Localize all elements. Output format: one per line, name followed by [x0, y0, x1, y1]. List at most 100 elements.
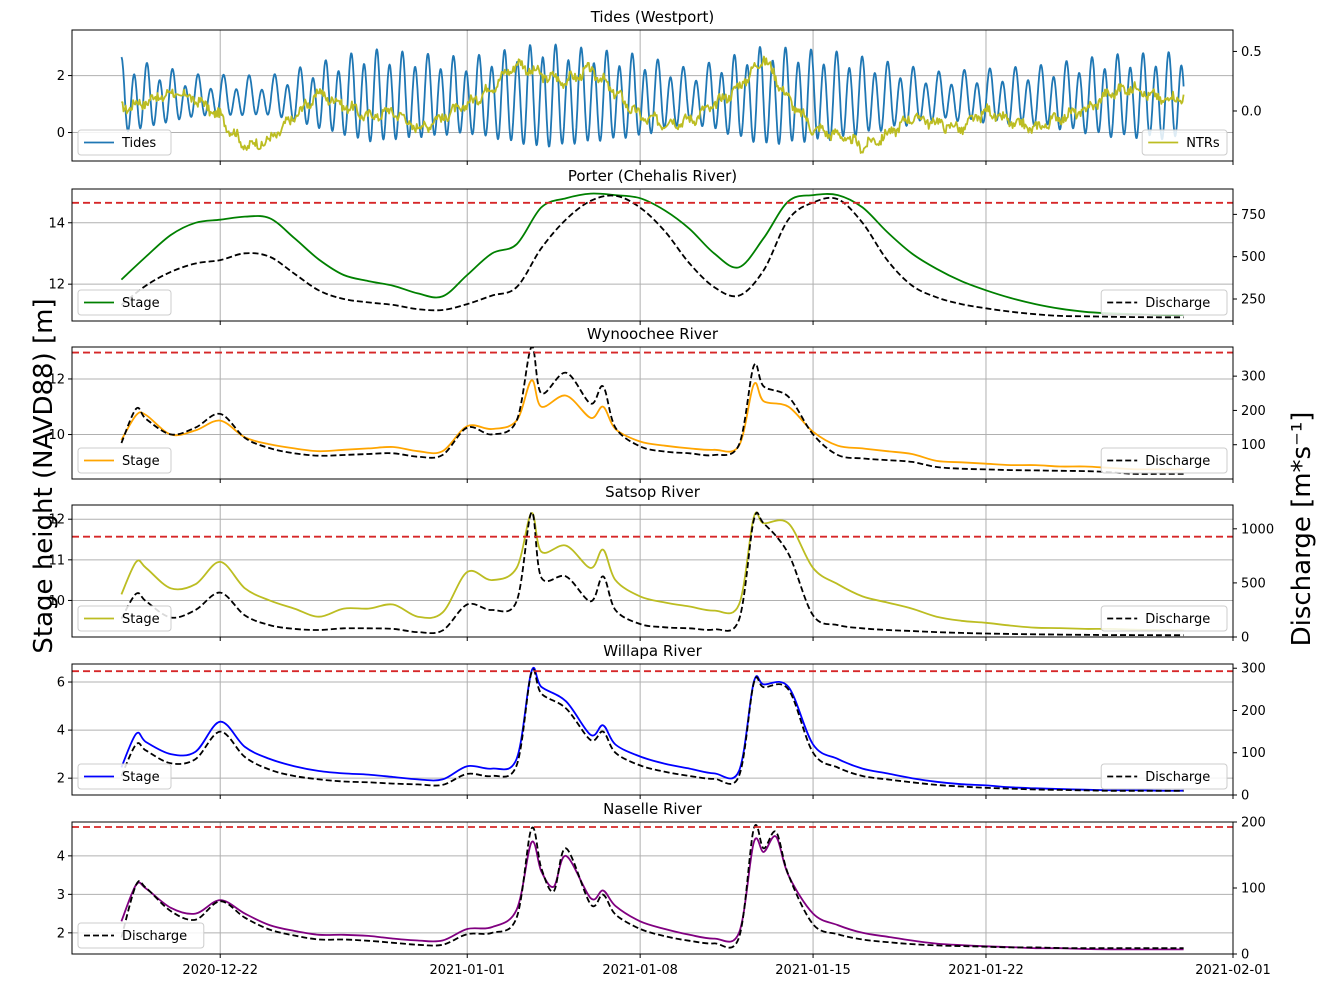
y-left-tick-label: 2	[57, 69, 65, 84]
legend-box	[1100, 447, 1228, 474]
y-left-tick-label: 10	[48, 428, 65, 443]
legend-label: Discharge	[1145, 770, 1210, 785]
series-line-stage	[120, 666, 1184, 792]
legend-box	[1141, 129, 1228, 156]
series-group	[72, 192, 1233, 319]
y-left-tick-label: 4	[57, 849, 65, 864]
y-right-tick-label: 100	[1241, 438, 1266, 453]
panel-title: Naselle River	[603, 800, 702, 818]
y-right-tick-label: 200	[1241, 404, 1266, 419]
panel-tides-westport: 0 2 0.0 0.5 Tides (Westport) Tides NTRs	[57, 8, 1262, 165]
legend-discharge: Discharge	[77, 922, 205, 949]
plot-area	[72, 822, 1233, 954]
legend-label: Stage	[122, 296, 160, 311]
legend-label: Discharge	[1145, 454, 1210, 469]
plot-frame	[71, 29, 1234, 162]
plot-area	[72, 664, 1233, 795]
y-right-tick-label: 100	[1241, 746, 1266, 761]
series-line-stage	[120, 379, 1184, 471]
legend-discharge: Discharge	[1100, 605, 1228, 632]
series-line-discharge	[120, 668, 1184, 792]
x-tick-label: 2020-12-22	[182, 963, 258, 978]
legend-label: Stage	[122, 612, 160, 627]
legend-label: NTRs	[1186, 136, 1220, 151]
plot-frame	[71, 821, 1234, 955]
panel-porter-chehalis-river: 12 14 250 500 750 Porter (Chehalis River) Stag…	[48, 167, 1266, 325]
y-right-tick-label: 200	[1241, 704, 1266, 719]
y-left-tick-label: 11	[48, 553, 65, 568]
panel-title: Porter (Chehalis River)	[568, 167, 737, 185]
series-line-ntrs	[121, 55, 1185, 154]
legend-label: Stage	[122, 454, 160, 469]
y-right-tick-label: 300	[1241, 662, 1266, 677]
y-right-tick-label: 250	[1241, 293, 1266, 308]
y-left-tick-label: 0	[57, 126, 65, 141]
legend-box	[77, 447, 172, 474]
series-line-tides	[120, 43, 1185, 148]
y-right-tick-label: 200	[1241, 816, 1266, 831]
series-group	[72, 824, 1233, 951]
panel-title: Wynoochee River	[587, 325, 719, 343]
plot-frame	[71, 663, 1234, 796]
legend-stage: Stage	[77, 605, 172, 632]
x-tick-label: 2021-01-08	[602, 963, 678, 978]
series-line-stage	[120, 511, 1184, 632]
panel-wynoochee-river: 10 12 100 200 300 Wynoochee River Stage Dischar…	[48, 325, 1266, 483]
legend-discharge: Discharge	[1100, 289, 1228, 316]
x-tick-label: 2021-01-15	[775, 963, 851, 978]
legend-label: Discharge	[1145, 612, 1210, 627]
y-right-tick-label: 300	[1241, 370, 1266, 385]
y-right-tick-label: 1000	[1241, 522, 1274, 537]
y-left-tick-label: 12	[48, 372, 65, 387]
series-group	[72, 347, 1233, 475]
series-line-stage	[120, 192, 1184, 316]
panel-title: Tides (Westport)	[590, 8, 715, 26]
legend-label: Discharge	[122, 929, 187, 944]
legend-stage: Stage	[77, 763, 172, 790]
series-line-discharge	[120, 511, 1184, 637]
legend-box	[77, 129, 172, 156]
plot-frame	[71, 188, 1234, 322]
plot-area	[72, 189, 1233, 321]
legend-tides: Tides	[77, 129, 172, 156]
x-tick-label: 2021-02-01	[1195, 963, 1271, 978]
legend-stage: Stage	[77, 289, 172, 316]
legend-discharge: Discharge	[1100, 763, 1228, 790]
legend-box	[1100, 605, 1228, 632]
y-left-tick-label: 12	[48, 278, 65, 293]
x-tick-label: 2021-01-01	[429, 963, 505, 978]
panel-naselle-river: 2020-12-22 2021-01-01 2021-01-08 2021-01-15…	[57, 800, 1271, 978]
legend-label: Discharge	[1145, 296, 1210, 311]
y-right-tick-label: 500	[1241, 250, 1266, 265]
series-line-discharge	[120, 347, 1184, 475]
right-y-axis-label: Discharge [m*s⁻¹]	[1287, 412, 1317, 647]
legend-stage: Stage	[77, 447, 172, 474]
panel-satsop-river: 10 11 12 0 500 1000 Satsop River Stage Discharge	[48, 483, 1274, 646]
left-y-axis-label: Stage height (NAVD88) [m]	[29, 298, 59, 653]
y-left-tick-label: 10	[48, 594, 65, 609]
plot-area	[72, 505, 1233, 637]
y-right-tick-label: 0.0	[1241, 104, 1262, 119]
legend-ntrs: NTRs	[1141, 129, 1228, 156]
y-right-tick-label: 0	[1241, 948, 1249, 963]
y-left-tick-label: 12	[48, 513, 65, 528]
y-left-tick-label: 2	[57, 926, 65, 941]
legend-label: Tides	[121, 136, 156, 151]
y-left-tick-label: 6	[57, 676, 65, 691]
legend-discharge: Discharge	[1100, 447, 1228, 474]
legend-box	[77, 763, 172, 790]
panel-title: Satsop River	[605, 483, 701, 501]
panel-willapa-river: 2 4 6 0 100 200 300 Willapa River Stage Discharge	[57, 642, 1266, 804]
series-line-discharge	[120, 824, 1184, 950]
series-group	[72, 666, 1233, 792]
y-left-tick-label: 14	[48, 216, 65, 231]
series-group	[72, 511, 1233, 637]
legend-box	[77, 289, 172, 316]
legend-box	[1100, 763, 1228, 790]
y-right-tick-label: 0.5	[1241, 45, 1262, 60]
plot-frame	[71, 504, 1234, 638]
y-left-tick-label: 3	[57, 888, 65, 903]
y-left-tick-label: 4	[57, 724, 65, 739]
